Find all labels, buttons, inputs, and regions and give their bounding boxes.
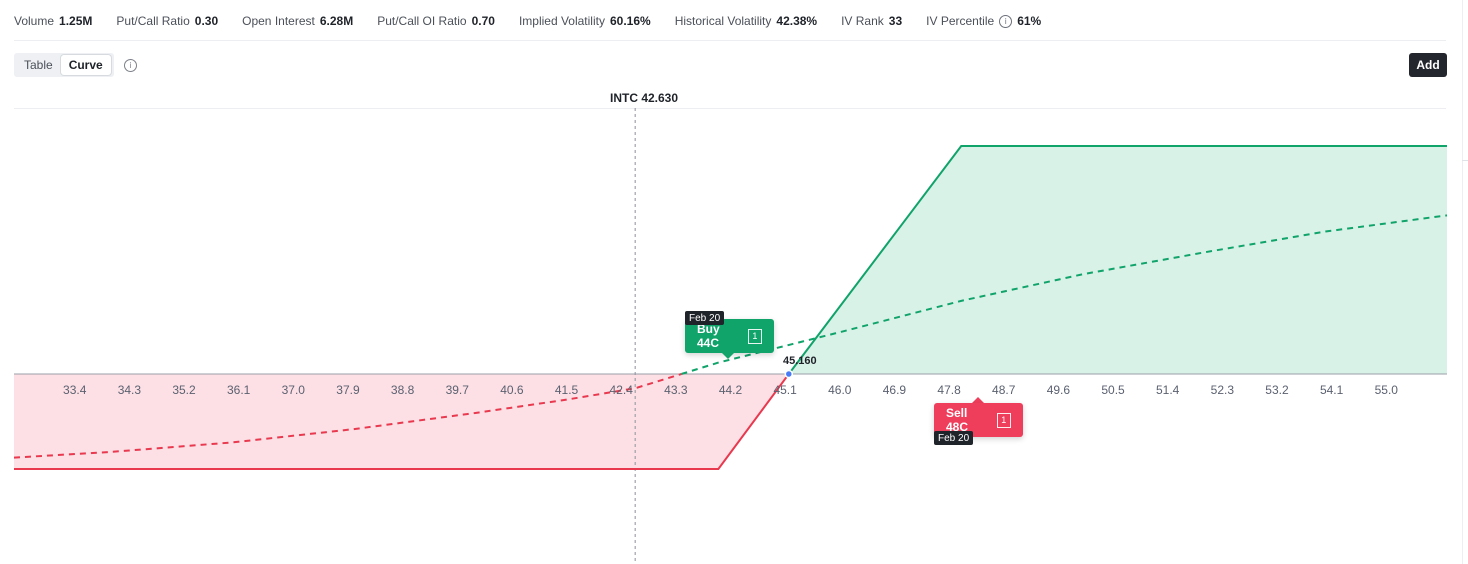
x-tick-label: 52.3 xyxy=(1211,383,1235,397)
x-tick-label: 38.8 xyxy=(391,383,415,397)
x-tick-label: 43.3 xyxy=(664,383,688,397)
leg-action-label: Sell 48C xyxy=(946,406,969,434)
stat-value: 61% xyxy=(1017,14,1042,28)
stat-label: IV Rank xyxy=(841,14,884,28)
info-icon[interactable]: i xyxy=(124,59,137,72)
x-tick-label: 42.4 xyxy=(610,383,634,397)
stat-value: 0.70 xyxy=(471,14,495,28)
x-tick-label: 50.5 xyxy=(1101,383,1125,397)
stat-value: 0.30 xyxy=(194,14,219,28)
view-toggle: Table Curve xyxy=(14,53,114,77)
x-tick-label: 34.3 xyxy=(118,383,142,397)
stat-value: 42.38% xyxy=(776,14,818,28)
divider xyxy=(1462,160,1468,161)
leg-quantity: 1 xyxy=(747,328,762,344)
breakeven-point xyxy=(784,369,794,379)
stat-label: Open Interest xyxy=(242,14,315,28)
stat-put-call-oi-ratio: Put/Call OI Ratio 0.70 xyxy=(377,14,495,28)
tab-curve[interactable]: Curve xyxy=(60,55,111,75)
x-tick-label: 37.0 xyxy=(282,383,306,397)
current-payoff-curve-profit xyxy=(681,214,1448,375)
stat-label: Implied Volatility xyxy=(518,14,605,28)
stat-open-interest: Open Interest 6.28M xyxy=(242,14,353,28)
leg-pointer xyxy=(972,397,984,403)
stat-label: Put/Call Ratio xyxy=(116,14,190,28)
stats-bar: Volume 1.25M Put/Call Ratio 0.30 Open In… xyxy=(14,0,1468,42)
stat-historical-volatility: Historical Volatility 42.38% xyxy=(675,14,817,28)
x-tick-label: 49.6 xyxy=(1047,383,1071,397)
x-tick-label: 48.7 xyxy=(992,383,1016,397)
leg-pointer xyxy=(722,353,734,359)
leg-expiry-badge: Feb 20 xyxy=(685,311,725,325)
profit-area xyxy=(788,146,1447,374)
stat-put-call-ratio: Put/Call Ratio 0.30 xyxy=(116,14,218,28)
x-tick-label: 37.9 xyxy=(336,383,360,397)
x-tick-label: 33.4 xyxy=(63,383,87,397)
scrollbar-track[interactable] xyxy=(1462,0,1463,564)
leg-expiry-badge: Feb 20 xyxy=(934,431,974,445)
x-tick-label: 46.9 xyxy=(883,383,907,397)
x-tick-label: 55.0 xyxy=(1375,383,1399,397)
x-tick-label: 41.5 xyxy=(555,383,579,397)
leg-quantity: 1 xyxy=(996,412,1011,428)
stat-implied-volatility: Implied Volatility 60.16% xyxy=(519,14,651,28)
info-icon[interactable]: i xyxy=(999,14,1013,28)
divider xyxy=(14,108,1446,109)
expiry-payoff-line-loss xyxy=(14,373,790,470)
breakeven-label: 45.160 xyxy=(783,355,817,367)
divider xyxy=(14,40,1446,41)
stat-value: 1.25M xyxy=(59,14,93,28)
x-tick-label: 54.1 xyxy=(1320,383,1344,397)
x-tick-label: 40.6 xyxy=(500,383,524,397)
stat-iv-percentile: IV Percentile i 61% xyxy=(926,14,1041,28)
stat-label: IV Percentile xyxy=(926,14,995,28)
x-tick-label: 35.2 xyxy=(172,383,196,397)
x-tick-label: 36.1 xyxy=(227,383,251,397)
stat-value: 60.16% xyxy=(609,14,651,28)
stat-value: 33 xyxy=(888,14,903,28)
x-tick-label: 45.1 xyxy=(773,383,797,397)
leg-action-label: Buy 44C xyxy=(697,322,720,350)
stat-value: 6.28M xyxy=(319,14,354,28)
x-tick-label: 51.4 xyxy=(1156,383,1180,397)
underlying-price-label: INTC 42.630 xyxy=(610,91,679,105)
x-tick-label: 39.7 xyxy=(446,383,470,397)
stat-label: Put/Call OI Ratio xyxy=(377,14,467,28)
loss-area xyxy=(14,374,789,469)
add-button[interactable]: Add xyxy=(1409,53,1447,77)
x-tick-label: 44.2 xyxy=(719,383,743,397)
stat-label: Historical Volatility xyxy=(674,14,772,28)
x-tick-label: 47.8 xyxy=(937,383,961,397)
x-tick-label: 46.0 xyxy=(828,383,852,397)
tab-table[interactable]: Table xyxy=(24,58,53,72)
stat-volume: Volume 1.25M xyxy=(14,14,92,28)
stat-label: Volume xyxy=(14,14,55,28)
x-tick-label: 53.2 xyxy=(1265,383,1289,397)
stat-iv-rank: IV Rank 33 xyxy=(841,14,902,28)
expiry-payoff-line-profit xyxy=(787,145,1447,375)
